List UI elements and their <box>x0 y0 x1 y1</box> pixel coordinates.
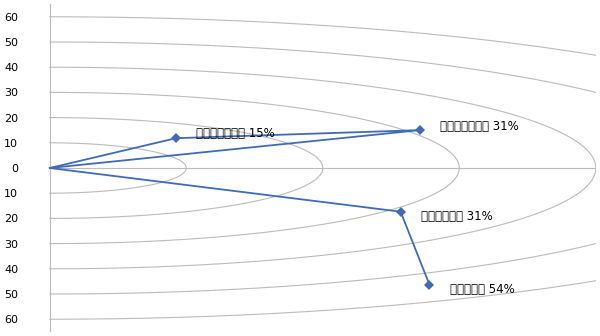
Text: 运营成本相对低 31%: 运营成本相对低 31% <box>440 120 519 133</box>
Text: 沟通更加方便 31%: 沟通更加方便 31% <box>421 210 493 223</box>
Text: 销售对象广 54%: 销售对象广 54% <box>450 283 515 296</box>
Text: 交易周期相对短 15%: 交易周期相对短 15% <box>196 127 275 140</box>
